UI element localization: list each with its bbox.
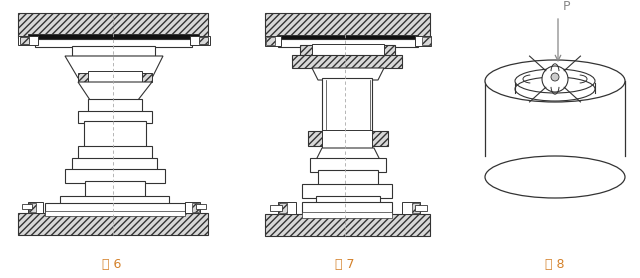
Polygon shape bbox=[65, 56, 163, 78]
Bar bbox=[88, 71, 142, 84]
Bar bbox=[28, 34, 199, 41]
Bar bbox=[22, 204, 32, 209]
Bar bbox=[18, 36, 38, 45]
Bar bbox=[302, 184, 392, 198]
Bar bbox=[322, 130, 372, 148]
Bar bbox=[415, 205, 427, 211]
Polygon shape bbox=[316, 148, 380, 160]
Bar bbox=[422, 37, 431, 45]
Polygon shape bbox=[78, 82, 152, 100]
Bar bbox=[316, 196, 380, 204]
Bar bbox=[265, 13, 430, 38]
Bar bbox=[190, 36, 210, 45]
Bar bbox=[45, 203, 185, 214]
Circle shape bbox=[551, 73, 559, 81]
Bar bbox=[72, 46, 155, 56]
Bar bbox=[279, 203, 287, 213]
Bar bbox=[78, 111, 152, 123]
Bar bbox=[45, 211, 185, 216]
Bar bbox=[65, 169, 165, 183]
Bar bbox=[278, 39, 418, 47]
Bar bbox=[292, 55, 402, 68]
Bar bbox=[28, 202, 43, 213]
Ellipse shape bbox=[485, 60, 625, 102]
Bar bbox=[402, 202, 420, 214]
Ellipse shape bbox=[515, 69, 595, 93]
Bar bbox=[265, 214, 430, 236]
Bar bbox=[300, 45, 395, 58]
Bar bbox=[310, 158, 386, 172]
Text: P: P bbox=[563, 0, 570, 13]
Bar bbox=[199, 37, 208, 44]
Bar bbox=[72, 158, 157, 171]
Bar bbox=[18, 13, 208, 38]
Bar bbox=[415, 36, 431, 46]
Bar bbox=[85, 181, 145, 198]
Bar bbox=[322, 78, 372, 133]
Text: 图 6: 图 6 bbox=[102, 257, 122, 270]
Bar bbox=[265, 36, 281, 46]
Bar bbox=[312, 44, 384, 60]
Bar bbox=[84, 121, 146, 148]
Bar bbox=[35, 39, 192, 47]
Bar bbox=[318, 170, 378, 186]
Bar bbox=[270, 205, 282, 211]
Bar bbox=[20, 37, 29, 44]
Bar bbox=[412, 203, 420, 213]
Text: 图 8: 图 8 bbox=[545, 257, 564, 270]
Bar bbox=[29, 203, 36, 212]
Bar bbox=[88, 99, 142, 113]
Bar bbox=[60, 196, 169, 205]
Bar bbox=[278, 35, 418, 41]
Bar bbox=[266, 37, 275, 45]
Bar bbox=[18, 213, 208, 235]
Bar bbox=[302, 212, 392, 218]
Bar bbox=[78, 73, 152, 82]
Bar bbox=[308, 131, 388, 146]
Bar bbox=[192, 203, 199, 212]
Text: 图 7: 图 7 bbox=[335, 257, 355, 270]
Bar bbox=[278, 202, 296, 214]
Circle shape bbox=[542, 66, 568, 92]
Bar bbox=[185, 202, 200, 213]
Bar bbox=[302, 202, 392, 216]
Polygon shape bbox=[312, 68, 384, 80]
Bar bbox=[78, 146, 152, 160]
Bar bbox=[196, 204, 206, 209]
